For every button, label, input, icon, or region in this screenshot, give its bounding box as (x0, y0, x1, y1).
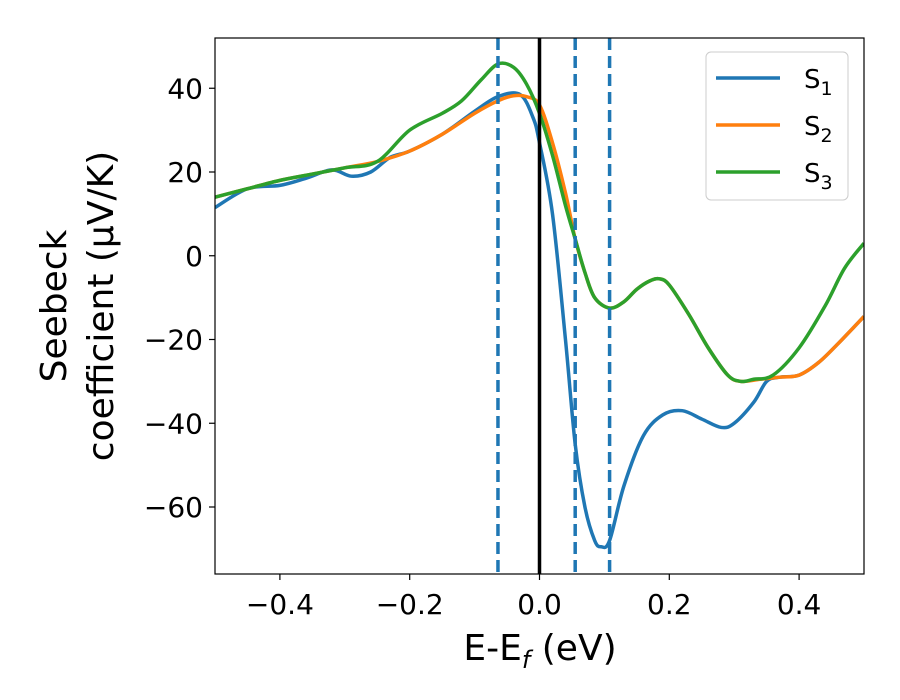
x-axis-title: E-Ef (eV) (463, 628, 616, 674)
legend: S1 S2 S3 (705, 51, 849, 201)
x-tick-label: −0.4 (246, 588, 314, 621)
y-tick-label: 40 (167, 72, 203, 105)
y-tick-label: −40 (144, 407, 203, 440)
x-tick-label: 0.2 (647, 588, 692, 621)
y-tick-label: 20 (167, 156, 203, 189)
x-tick-label: 0.0 (517, 588, 562, 621)
y-axis-title-line2: coefficient (μV/K) (81, 151, 122, 461)
series-line-s3 (215, 61, 864, 384)
y-tick-label: −20 (144, 324, 203, 357)
axis-ticks: −0.4 −0.2 0.0 0.2 0.4 40 20 0 −20 −40 −60 (144, 72, 821, 621)
legend-label-s1: S1 (804, 65, 833, 100)
legend-label-s3: S3 (804, 159, 833, 194)
y-tick-label: −60 (144, 491, 203, 524)
y-axis-title-line1: Seebeck (34, 229, 75, 382)
y-tick-label: 0 (185, 240, 203, 273)
x-tick-label: 0.4 (777, 588, 822, 621)
legend-label-s2: S2 (804, 112, 833, 147)
plot-area (215, 38, 864, 574)
x-tick-label: −0.2 (376, 588, 444, 621)
